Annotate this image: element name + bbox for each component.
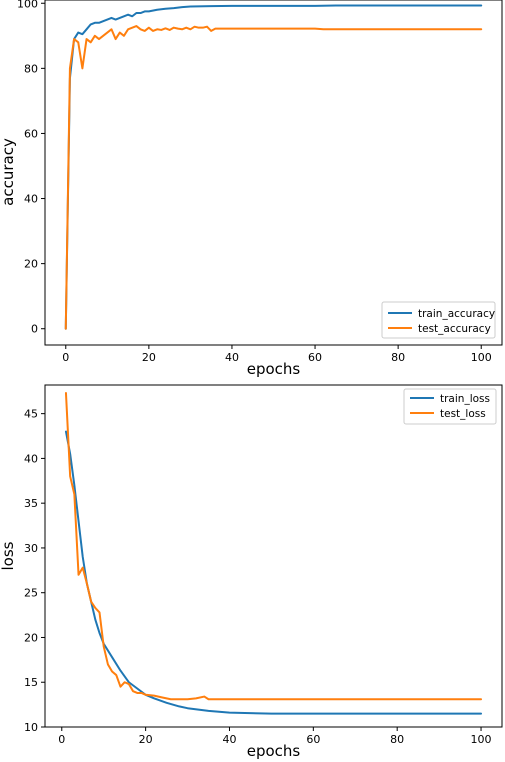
accuracy-x-tick-label-60: 60 bbox=[308, 351, 322, 364]
accuracy-y-axis-title: accuracy bbox=[0, 138, 17, 206]
loss-y-tick-label-40: 40 bbox=[24, 452, 38, 465]
loss-x-tick-label-80: 80 bbox=[390, 733, 404, 746]
loss-y-axis-title: loss bbox=[0, 541, 17, 570]
loss-x-tick-label-0: 0 bbox=[58, 733, 65, 746]
loss-legend: train_loss test_loss bbox=[403, 388, 497, 425]
legend-label-train-accuracy: train_accuracy bbox=[418, 308, 495, 320]
accuracy-x-tick-label-0: 0 bbox=[62, 351, 69, 364]
accuracy-ticks: 0 20 40 60 80 100 0 20 40 60 80 100 bbox=[17, 0, 492, 364]
series-line-train-loss bbox=[64, 430, 483, 715]
loss-x-tick-label-20: 20 bbox=[139, 733, 153, 746]
accuracy-y-tick-label-60: 60 bbox=[24, 127, 38, 140]
legend-label-test-loss: test_loss bbox=[440, 408, 486, 420]
loss-y-tick-label-10: 10 bbox=[24, 721, 38, 734]
loss-y-tick-label-25: 25 bbox=[24, 587, 38, 600]
legend-label-test-accuracy: test_accuracy bbox=[418, 323, 491, 335]
accuracy-x-axis-title: epochs bbox=[247, 360, 301, 378]
series-line-test-loss bbox=[64, 392, 483, 701]
accuracy-y-tick-label-0: 0 bbox=[31, 323, 38, 336]
accuracy-plot-frame bbox=[44, 0, 503, 346]
loss-x-axis-title: epochs bbox=[247, 742, 301, 760]
accuracy-chart: 0 20 40 60 80 100 0 20 40 60 80 100 epochs accuracy… bbox=[0, 0, 503, 378]
accuracy-x-tick-label-40: 40 bbox=[225, 351, 239, 364]
accuracy-y-tick-label-100: 100 bbox=[17, 0, 38, 10]
legend-label-train-loss: train_loss bbox=[440, 393, 490, 405]
loss-y-tick-label-45: 45 bbox=[24, 408, 38, 421]
accuracy-legend: train_accuracy test_accuracy bbox=[381, 301, 496, 339]
loss-ticks: 0 20 40 60 80 100 10 15 20 25 30 35 40 45 bbox=[24, 408, 492, 746]
loss-plot-frame bbox=[44, 384, 503, 728]
loss-y-tick-label-15: 15 bbox=[24, 676, 38, 689]
accuracy-y-tick-label-20: 20 bbox=[24, 258, 38, 271]
accuracy-series bbox=[64, 4, 483, 330]
accuracy-x-tick-label-100: 100 bbox=[471, 351, 492, 364]
series-line-train-accuracy bbox=[64, 4, 483, 330]
loss-x-tick-label-100: 100 bbox=[471, 733, 492, 746]
loss-x-tick-label-40: 40 bbox=[222, 733, 236, 746]
series-line-test-accuracy bbox=[64, 25, 483, 330]
loss-chart: 0 20 40 60 80 100 10 15 20 25 30 35 40 45 epochs loss… bbox=[0, 384, 503, 760]
loss-x-tick-label-60: 60 bbox=[306, 733, 320, 746]
accuracy-y-tick-label-40: 40 bbox=[24, 193, 38, 206]
loss-series bbox=[64, 392, 483, 715]
loss-y-tick-label-20: 20 bbox=[24, 631, 38, 644]
accuracy-x-tick-label-20: 20 bbox=[142, 351, 156, 364]
loss-y-tick-label-35: 35 bbox=[24, 497, 38, 510]
accuracy-y-tick-label-80: 80 bbox=[24, 62, 38, 75]
loss-y-tick-label-30: 30 bbox=[24, 542, 38, 555]
accuracy-x-tick-label-80: 80 bbox=[391, 351, 405, 364]
